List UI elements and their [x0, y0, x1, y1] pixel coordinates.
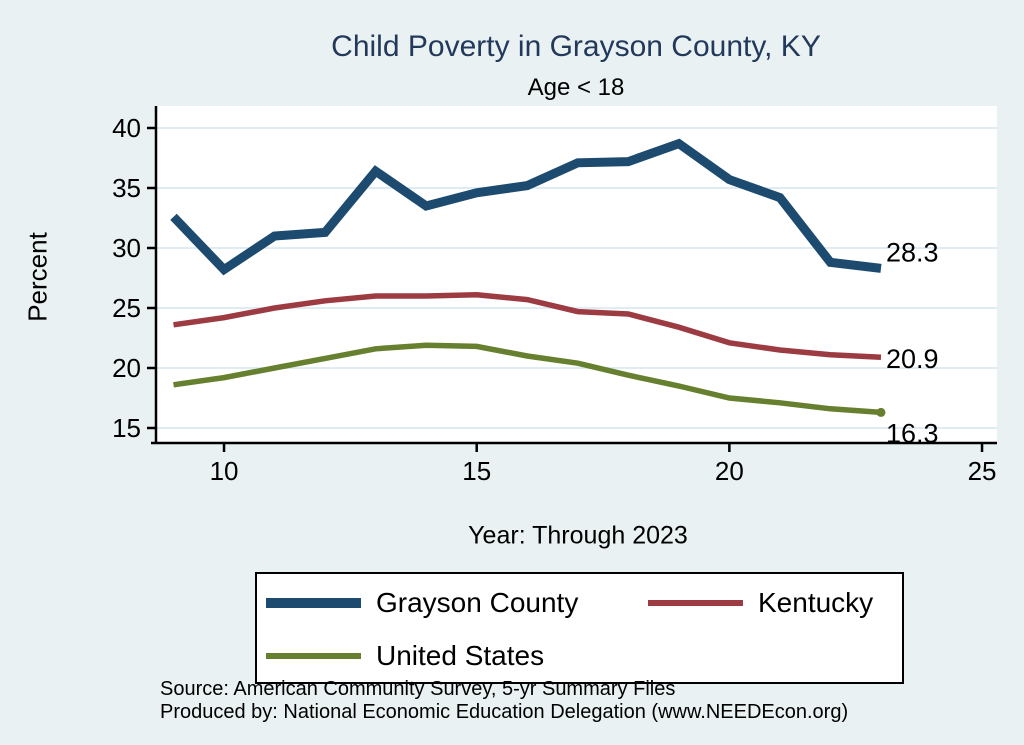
y-tick-label: 15: [112, 413, 141, 443]
gridlines: [156, 127, 997, 429]
legend-swatch-grayson-county: [266, 597, 361, 608]
source-line: Source: American Community Survey, 5-yr …: [160, 678, 676, 700]
y-axis-ticks: 15 20 25 30 35 40: [112, 113, 156, 443]
end-label-kentucky: 20.9: [886, 344, 939, 374]
series-line-united-states: 16.3: [173, 342, 939, 448]
x-axis-title: Year: Through 2023: [468, 521, 688, 550]
x-tick-label: 20: [715, 456, 744, 486]
chart-title: Child Poverty in Grayson County, KY: [331, 30, 821, 63]
axes: [151, 106, 997, 445]
legend-entry-kentucky: Kentucky: [639, 587, 902, 619]
x-tick-label: 15: [462, 456, 491, 486]
produced-by-line: Produced by: National Economic Education…: [160, 701, 849, 723]
y-tick-label: 20: [112, 353, 141, 383]
legend-swatch-united-states: [266, 652, 361, 659]
y-tick-label: 35: [112, 173, 141, 203]
end-marker-united-states: [876, 407, 886, 417]
series-line-grayson-county: 28.3: [170, 138, 939, 276]
end-label-united-states: 16.3: [886, 418, 939, 448]
x-axis-ticks: 10 15 20 25: [210, 443, 997, 486]
legend-swatch-kentucky: [648, 599, 743, 606]
y-tick-label: 25: [112, 293, 141, 323]
chart-subtitle: Age < 18: [527, 74, 625, 101]
legend-label-united-states: United States: [376, 639, 545, 671]
y-tick-label: 30: [112, 233, 141, 263]
source-note: Source: American Community Survey, 5-yr …: [160, 678, 848, 724]
x-tick-label: 25: [968, 456, 997, 486]
legend-entry-grayson-county: Grayson County: [257, 587, 639, 619]
legend-entry-united-states: United States: [257, 640, 639, 672]
plot-background: [156, 106, 997, 443]
y-tick-label: 40: [112, 113, 141, 143]
legend-label-kentucky: Kentucky: [758, 586, 874, 618]
legend: Grayson County Kentucky United States: [255, 572, 904, 684]
end-label-grayson-county: 28.3: [886, 237, 939, 267]
series-line-kentucky: 20.9: [173, 292, 939, 374]
legend-label-grayson-county: Grayson County: [376, 586, 579, 618]
x-tick-label: 10: [210, 456, 239, 486]
